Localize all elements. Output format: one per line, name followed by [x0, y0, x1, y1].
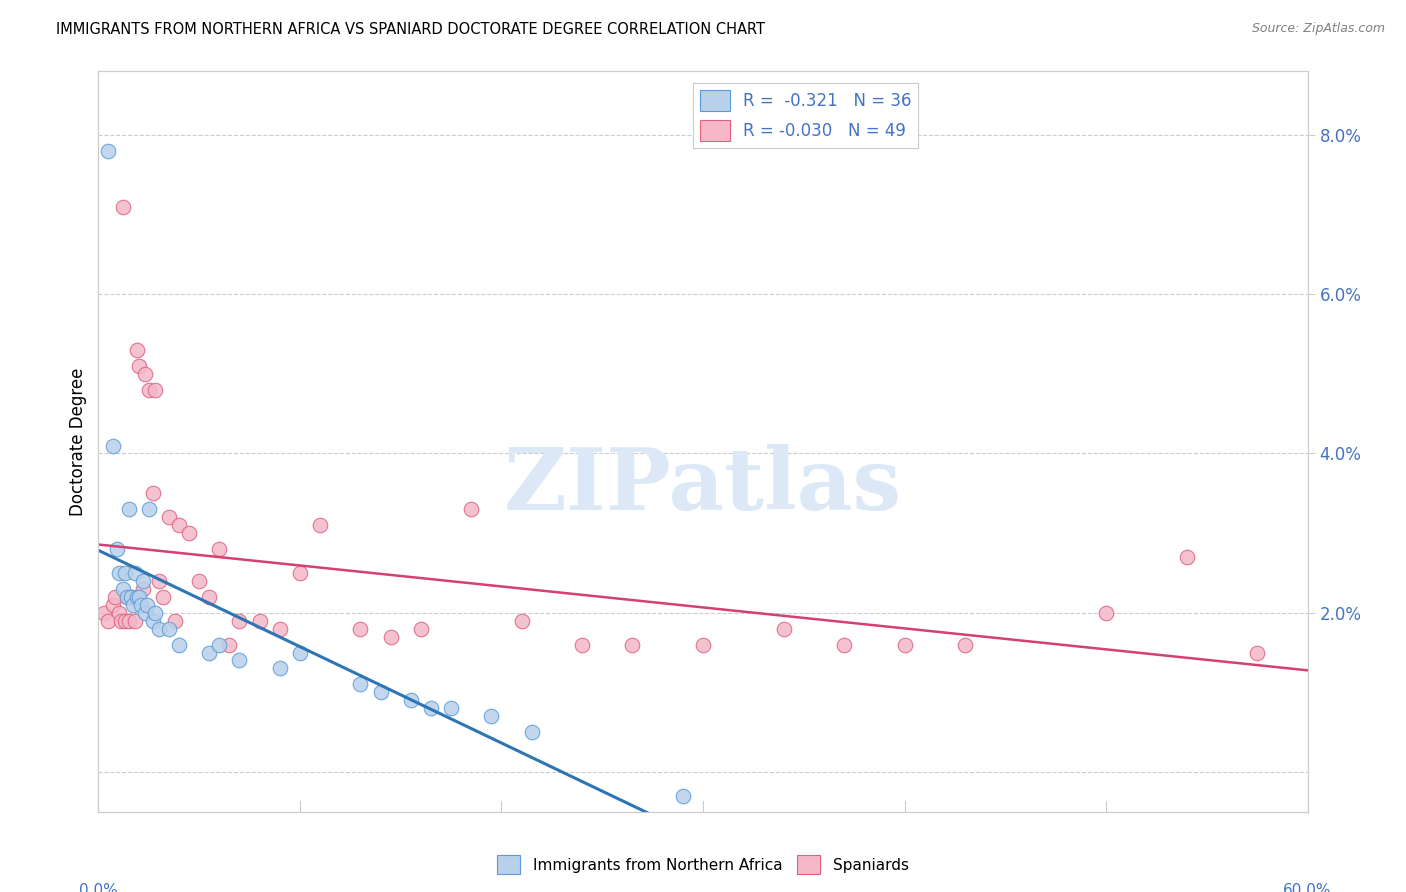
Legend: R =  -0.321   N = 36, R = -0.030   N = 49: R = -0.321 N = 36, R = -0.030 N = 49 [693, 83, 918, 148]
Point [125, 343, 148, 357]
Legend: Immigrants from Northern Africa, Spaniards: Immigrants from Northern Africa, Spaniar… [491, 849, 915, 880]
Point [208, 541, 231, 556]
Point [167, 638, 190, 652]
Point [157, 622, 180, 636]
Text: 60.0%: 60.0% [1284, 883, 1331, 892]
Y-axis label: Doctorate Degree: Doctorate Degree [69, 368, 87, 516]
Point [107, 606, 129, 620]
Point [163, 614, 186, 628]
Point [114, 614, 136, 628]
Point [692, 638, 714, 652]
Point [143, 383, 166, 397]
Point [107, 566, 129, 580]
Point [399, 693, 422, 707]
Point [152, 590, 174, 604]
Point [125, 590, 148, 604]
Point [269, 622, 291, 636]
Point [672, 789, 695, 803]
Point [115, 590, 138, 604]
Point [1095, 606, 1118, 620]
Point [134, 367, 156, 381]
Point [118, 614, 141, 628]
Point [953, 638, 976, 652]
Point [218, 638, 240, 652]
Point [380, 630, 402, 644]
Text: ZIPatlas: ZIPatlas [503, 444, 903, 528]
Point [832, 638, 855, 652]
Point [121, 598, 143, 612]
Text: 0.0%: 0.0% [79, 883, 118, 892]
Point [138, 502, 160, 516]
Point [101, 438, 124, 452]
Point [132, 582, 155, 596]
Point [167, 518, 190, 533]
Point [138, 383, 160, 397]
Point [309, 518, 332, 533]
Point [440, 701, 463, 715]
Point [188, 574, 211, 588]
Point [128, 590, 150, 604]
Point [1175, 549, 1198, 564]
Point [269, 661, 291, 675]
Point [249, 614, 271, 628]
Point [115, 590, 138, 604]
Point [124, 566, 146, 580]
Point [349, 677, 371, 691]
Point [118, 502, 141, 516]
Point [124, 614, 146, 628]
Point [135, 598, 157, 612]
Point [288, 646, 311, 660]
Point [134, 606, 156, 620]
Point [520, 725, 543, 739]
Point [132, 574, 155, 588]
Point [179, 526, 201, 541]
Point [228, 653, 250, 667]
Point [101, 598, 124, 612]
Point [571, 638, 593, 652]
Point [93, 606, 115, 620]
Point [105, 541, 128, 556]
Point [148, 574, 170, 588]
Point [510, 614, 533, 628]
Point [349, 622, 371, 636]
Point [409, 622, 432, 636]
Text: Source: ZipAtlas.com: Source: ZipAtlas.com [1251, 22, 1385, 36]
Text: IMMIGRANTS FROM NORTHERN AFRICA VS SPANIARD DOCTORATE DEGREE CORRELATION CHART: IMMIGRANTS FROM NORTHERN AFRICA VS SPANI… [56, 22, 765, 37]
Point [128, 359, 150, 373]
Point [97, 614, 120, 628]
Point [288, 566, 311, 580]
Point [103, 590, 125, 604]
Point [129, 598, 152, 612]
Point [120, 590, 142, 604]
Point [370, 685, 392, 699]
Point [772, 622, 794, 636]
Point [110, 614, 132, 628]
Point [114, 566, 136, 580]
Point [148, 622, 170, 636]
Point [111, 582, 134, 596]
Point [198, 590, 221, 604]
Point [420, 701, 443, 715]
Point [157, 510, 180, 524]
Point [621, 638, 644, 652]
Point [142, 486, 165, 500]
Point [120, 590, 142, 604]
Point [143, 606, 166, 620]
Point [208, 638, 231, 652]
Point [111, 200, 134, 214]
Point [1246, 646, 1268, 660]
Point [228, 614, 250, 628]
Point [142, 614, 165, 628]
Point [198, 646, 221, 660]
Point [97, 144, 120, 158]
Point [460, 502, 482, 516]
Point [893, 638, 915, 652]
Point [481, 709, 503, 723]
